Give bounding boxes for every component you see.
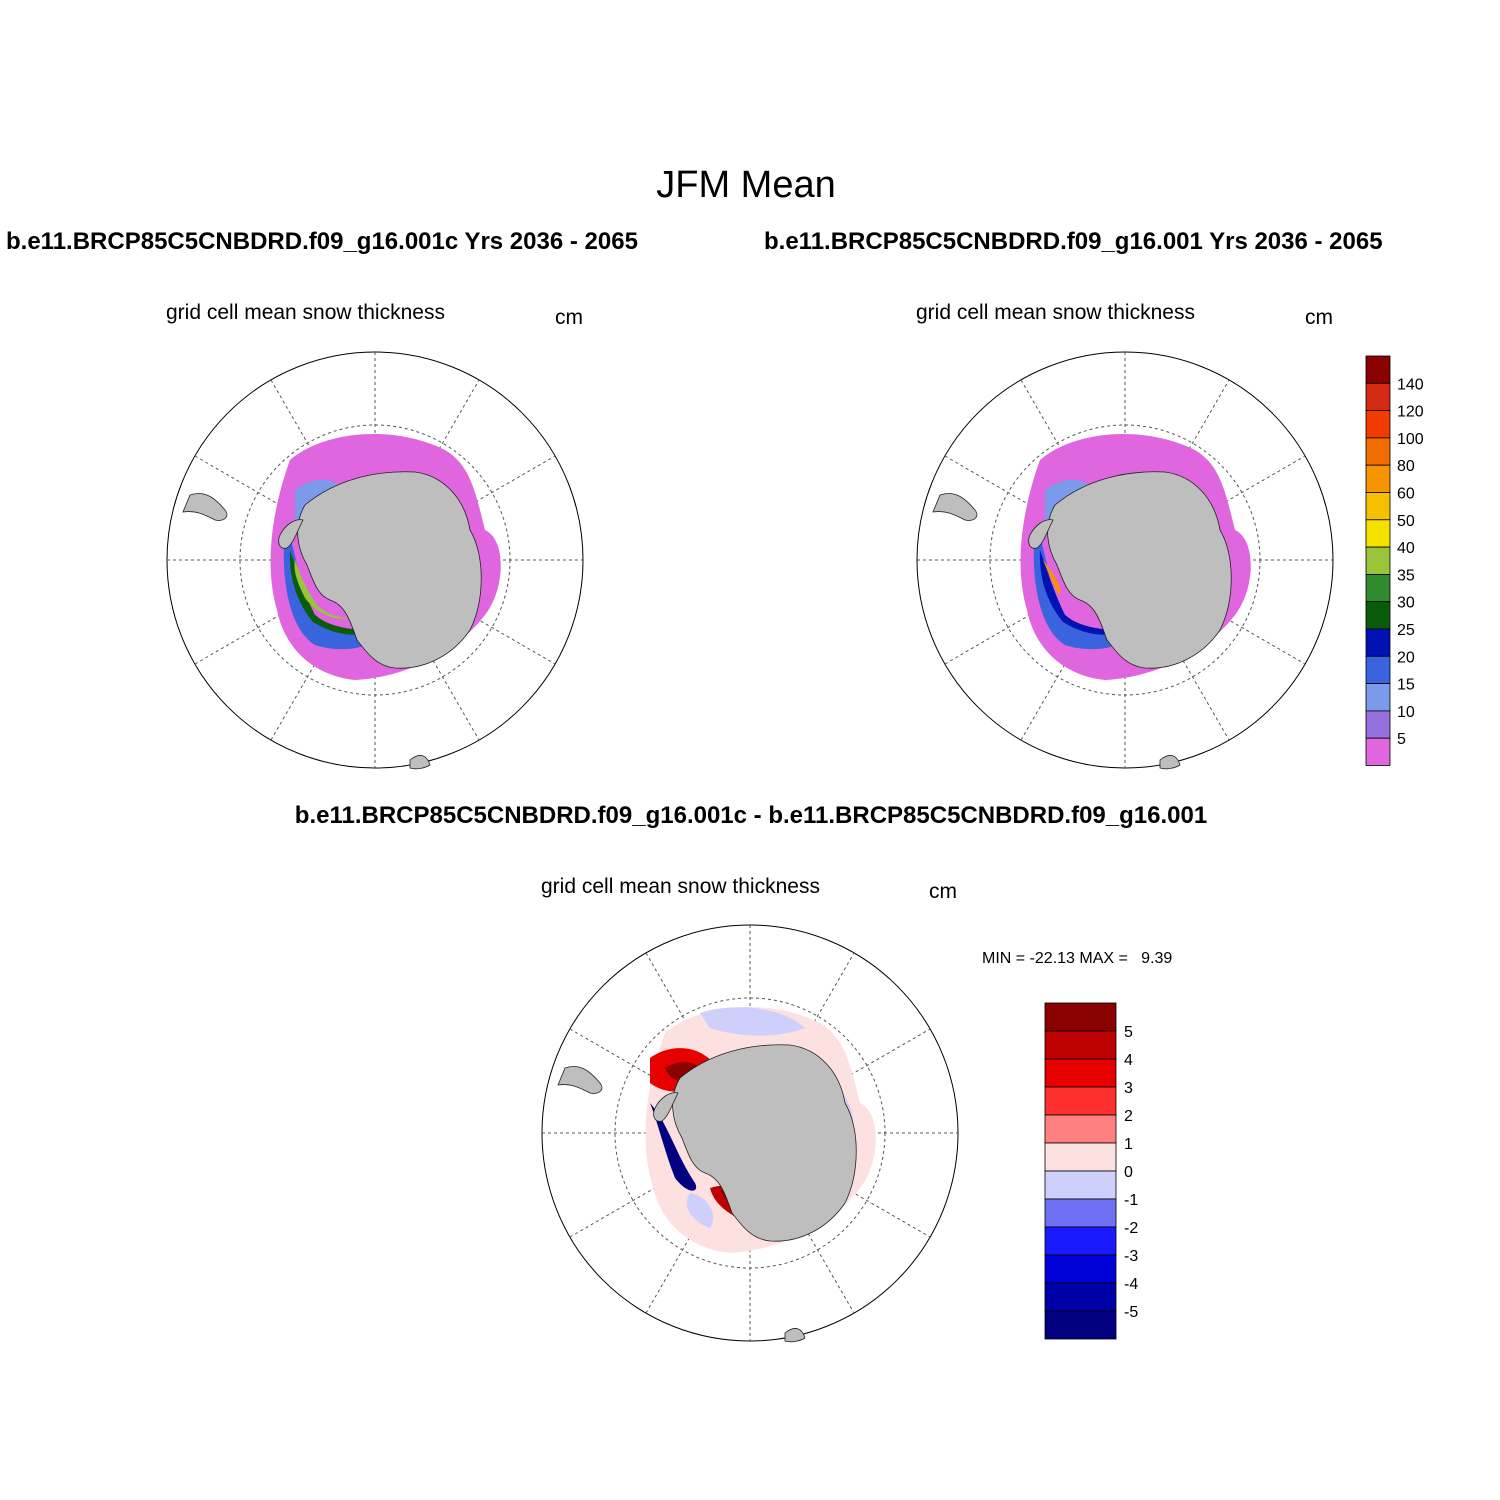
main-colorbar-swatch: [1365, 519, 1391, 548]
difference-colorbar-swatch: [1044, 1198, 1117, 1228]
main-colorbar-label: 20: [1397, 649, 1415, 666]
right-panel-units: cm: [1305, 306, 1333, 329]
difference-colorbar-label: -4: [1124, 1276, 1138, 1293]
difference-colorbar-label: -2: [1124, 1220, 1138, 1237]
main-colorbar-label: 40: [1397, 540, 1415, 557]
difference-colorbar-label: 5: [1124, 1024, 1133, 1041]
difference-colorbar-label: 0: [1124, 1164, 1133, 1181]
main-colorbar-swatch: [1365, 437, 1391, 466]
main-colorbar-label: 60: [1397, 486, 1415, 503]
main-colorbar-swatch: [1365, 410, 1391, 439]
main-colorbar-label: 120: [1397, 404, 1424, 421]
main-colorbar-swatch: [1365, 655, 1391, 684]
main-colorbar-swatch: [1365, 628, 1391, 657]
left-panel-variable: grid cell mean snow thickness: [166, 301, 445, 324]
main-colorbar-swatch: [1365, 546, 1391, 575]
difference-colorbar-label: -5: [1124, 1304, 1138, 1321]
figure-title: JFM Mean: [656, 164, 836, 206]
right-panel-title: b.e11.BRCP85C5CNBDRD.f09_g16.001 Yrs 203…: [764, 228, 1383, 255]
main-colorbar-label: 50: [1397, 513, 1415, 530]
left-panel-units: cm: [555, 306, 583, 329]
main-colorbar-swatch: [1365, 710, 1391, 739]
difference-colorbar-swatch: [1044, 1282, 1117, 1312]
difference-colorbar-label: -3: [1124, 1248, 1138, 1265]
main-colorbar-label: 30: [1397, 595, 1415, 612]
difference-panel-variable: grid cell mean snow thickness: [541, 875, 820, 898]
difference-colorbar-swatch: [1044, 1170, 1117, 1200]
left-panel-title: b.e11.BRCP85C5CNBDRD.f09_g16.001c Yrs 20…: [6, 228, 638, 255]
main-colorbar-label: 140: [1397, 376, 1424, 393]
difference-polar-map: [541, 924, 959, 1343]
difference-panel-title: b.e11.BRCP85C5CNBDRD.f09_g16.001c - b.e1…: [294, 802, 1208, 829]
main-colorbar-label: 25: [1397, 622, 1415, 639]
difference-colorbar-swatch: [1044, 1002, 1117, 1032]
main-colorbar-swatch: [1365, 464, 1391, 493]
main-colorbar-swatch: [1365, 382, 1391, 411]
difference-colorbar: 5 4 3 2 1 0 -1 -2 -3 -4 -5: [1044, 1002, 1138, 1340]
main-colorbar-swatch: [1365, 601, 1391, 630]
difference-colorbar-label: 3: [1124, 1080, 1133, 1097]
main-colorbar-swatch: [1365, 737, 1391, 766]
main-colorbar-swatch: [1365, 683, 1391, 712]
main-colorbar-swatch: [1365, 492, 1391, 521]
main-colorbar-label: 80: [1397, 458, 1415, 475]
difference-colorbar-swatch: [1044, 1086, 1117, 1116]
right-panel-variable: grid cell mean snow thickness: [916, 301, 1195, 324]
difference-panel-units: cm: [929, 880, 957, 903]
main-colorbar-label: 10: [1397, 704, 1415, 721]
difference-colorbar-label: -1: [1124, 1192, 1138, 1209]
difference-colorbar-label: 2: [1124, 1108, 1133, 1125]
main-colorbar-label: 15: [1397, 677, 1415, 694]
difference-colorbar-swatch: [1044, 1254, 1117, 1284]
main-colorbar-swatch: [1365, 574, 1391, 603]
difference-colorbar-swatch: [1044, 1030, 1117, 1060]
main-colorbar-swatch: [1365, 355, 1391, 384]
difference-colorbar-swatch: [1044, 1310, 1117, 1340]
main-colorbar-label: 5: [1397, 731, 1406, 748]
difference-colorbar-swatch: [1044, 1114, 1117, 1144]
main-colorbar-label: 35: [1397, 567, 1415, 584]
difference-colorbar-label: 4: [1124, 1052, 1133, 1069]
left-polar-map: [166, 351, 584, 770]
main-colorbar-label: 100: [1397, 431, 1424, 448]
difference-colorbar-swatch: [1044, 1058, 1117, 1088]
right-polar-map: [916, 351, 1334, 770]
difference-colorbar-swatch: [1044, 1142, 1117, 1172]
min-max-readout: MIN = -22.13 MAX = 9.39: [982, 950, 1173, 967]
difference-colorbar-label: 1: [1124, 1136, 1133, 1153]
main-colorbar: 140 120 100 80 60 50 40 35 30 25 20 15 10 5: [1365, 355, 1424, 766]
difference-colorbar-swatch: [1044, 1226, 1117, 1256]
